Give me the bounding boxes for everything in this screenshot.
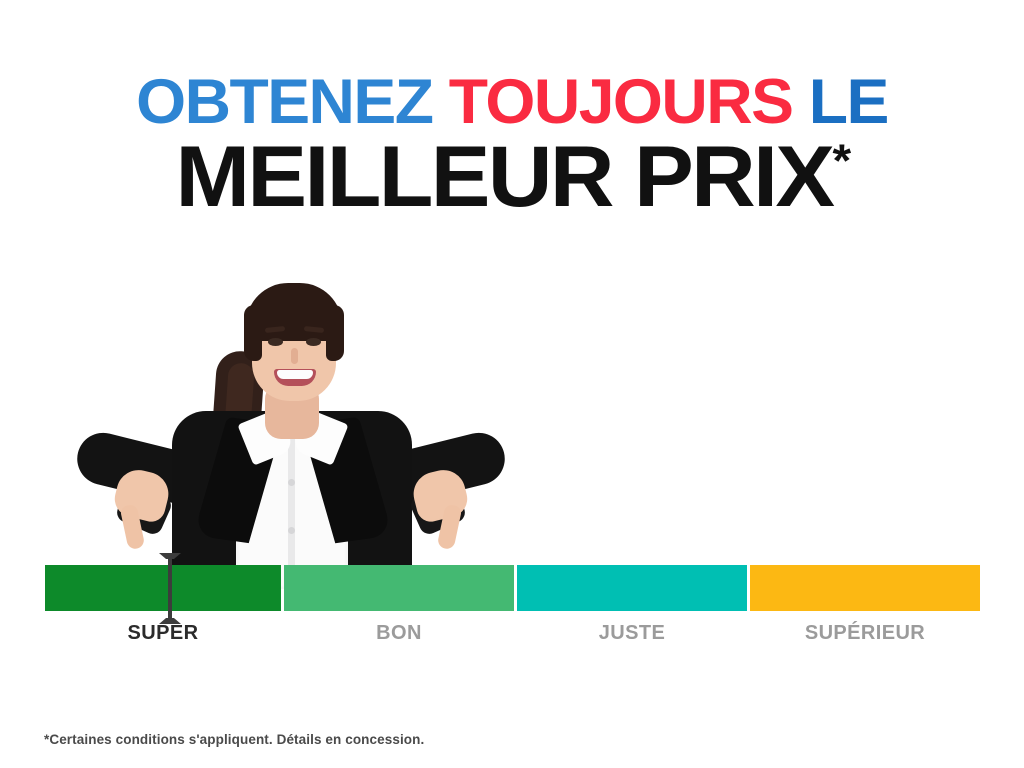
headline-word-obtenez: OBTENEZ: [136, 67, 434, 137]
asterisk-marker: *: [832, 134, 851, 187]
gauge-labels: SUPER BON JUSTE SUPÉRIEUR: [45, 622, 980, 650]
price-rating-gauge: [45, 565, 980, 611]
page-title: OBTENEZ TOUJOURS LE MEILLEUR PRIX*: [0, 71, 1024, 221]
gauge-segment-bon[interactable]: [284, 565, 514, 611]
eye-left: [268, 338, 283, 346]
marker-stem: [168, 556, 172, 621]
gauge-segment-super[interactable]: [45, 565, 281, 611]
gauge-label-juste: JUSTE: [598, 622, 666, 644]
i-beam-marker-icon: [159, 549, 181, 628]
gauge-label-superieur: SUPÉRIEUR: [804, 622, 926, 644]
gauge-label-super: SUPER: [127, 622, 199, 644]
gauge-label-bon: BON: [376, 622, 422, 644]
teeth: [277, 370, 313, 379]
presenter-photo: [60, 243, 520, 589]
hair-side-left: [244, 305, 262, 361]
headline-line-2: MEILLEUR PRIX*: [0, 134, 1024, 220]
marker-cap-bottom: [159, 618, 181, 624]
hair-side-right: [326, 305, 344, 361]
headline-word-le: LE: [808, 67, 890, 137]
shirt-placket: [288, 439, 295, 589]
nose: [291, 348, 298, 364]
gauge-segment-superieur[interactable]: [750, 565, 980, 611]
shirt-button-1: [288, 479, 295, 486]
headline-word-meilleur-prix: MEILLEUR PRIX: [175, 129, 836, 225]
eye-right: [306, 338, 321, 346]
shirt-button-2: [288, 527, 295, 534]
gauge-segment-juste[interactable]: [517, 565, 747, 611]
legal-footnote: *Certaines conditions s'appliquent. Déta…: [44, 732, 425, 747]
headline-word-toujours: TOUJOURS: [448, 67, 794, 137]
headline-line-1: OBTENEZ TOUJOURS LE: [0, 71, 1024, 134]
